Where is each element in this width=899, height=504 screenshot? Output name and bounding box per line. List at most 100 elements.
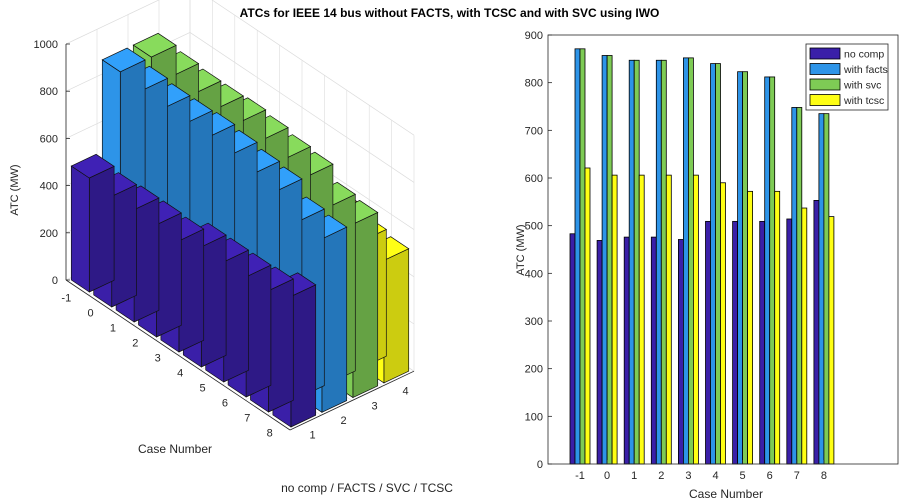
bar-side-face bbox=[268, 278, 294, 413]
x-tick-label: 7 bbox=[244, 413, 250, 425]
y-tick-label: 300 bbox=[525, 316, 543, 328]
legend-box bbox=[805, 43, 889, 111]
legend-swatch bbox=[809, 78, 841, 91]
bar-with-tcsc-3 bbox=[693, 174, 699, 465]
x-tick-label: -1 bbox=[61, 293, 71, 305]
bar-with-facts-7 bbox=[791, 107, 798, 465]
bar-side-face bbox=[178, 228, 205, 353]
bar-with-facts-0 bbox=[601, 55, 608, 465]
bar-no-comp-0 bbox=[596, 240, 603, 465]
z-tick-label: 200 bbox=[40, 228, 58, 240]
bar-with-tcsc--1 bbox=[584, 167, 591, 465]
y-tick-label: 100 bbox=[525, 411, 543, 423]
z-tick-label: 400 bbox=[40, 181, 58, 193]
z-tick-label: 600 bbox=[40, 133, 58, 145]
x-tick-label: 3 bbox=[155, 353, 161, 365]
bar-no-comp-5 bbox=[732, 220, 738, 465]
bar-side-face bbox=[200, 234, 227, 368]
bar-side-face bbox=[383, 248, 410, 384]
y-tick-label: 700 bbox=[525, 125, 543, 137]
bar-side-face bbox=[88, 165, 115, 293]
bar-with-svc-8 bbox=[823, 113, 830, 465]
y-axis-label: ATC (MW) bbox=[515, 224, 527, 275]
legend-swatch bbox=[809, 63, 841, 75]
y-tick-label: 400 bbox=[525, 268, 543, 280]
bar-with-svc-3 bbox=[688, 57, 694, 465]
bar-side-face bbox=[156, 212, 182, 338]
bar-with-svc-2 bbox=[660, 59, 667, 465]
legend: no comp with facts with svc with tcsc bbox=[805, 43, 889, 111]
bar-front-face bbox=[70, 165, 90, 293]
bar3d-no-comp--1 bbox=[70, 153, 115, 293]
bar-side-face bbox=[352, 211, 379, 399]
y-axis-label: no comp / FACTS / SVC / TCSC bbox=[281, 481, 453, 495]
bar-with-tcsc-8 bbox=[828, 216, 835, 465]
bar-with-tcsc-6 bbox=[774, 190, 781, 465]
x-tick-label: 5 bbox=[199, 383, 205, 395]
bar-side-face bbox=[245, 264, 272, 398]
bar-no-comp-1 bbox=[623, 236, 630, 465]
bar-with-facts-6 bbox=[764, 76, 771, 465]
bar-top-face bbox=[132, 32, 177, 58]
bar-with-tcsc-1 bbox=[638, 174, 645, 465]
bar-side-face bbox=[111, 184, 137, 308]
bar-no-comp-8 bbox=[813, 200, 820, 465]
bar-with-svc-4 bbox=[715, 63, 721, 465]
x-tick-label: 1 bbox=[110, 323, 116, 335]
bar-with-facts-4 bbox=[710, 63, 716, 465]
legend-swatch bbox=[809, 94, 841, 106]
bar-with-tcsc-4 bbox=[720, 182, 726, 465]
bar-side-face bbox=[223, 249, 249, 383]
x-tick-label: -1 bbox=[575, 470, 585, 482]
y-tick-label: 2 bbox=[341, 415, 347, 427]
y-tick-label: 900 bbox=[525, 30, 543, 42]
z-gridline bbox=[65, 0, 415, 136]
bar-with-facts--1 bbox=[574, 48, 581, 465]
legend-swatch bbox=[809, 47, 841, 60]
x-tick-label: 6 bbox=[222, 398, 228, 410]
x-tick-label: 5 bbox=[740, 470, 746, 482]
bar-top-face bbox=[101, 47, 146, 73]
bar-with-svc-1 bbox=[633, 59, 640, 465]
y-axis-line bbox=[289, 370, 415, 431]
bar-with-facts-2 bbox=[655, 59, 662, 465]
x-tick-label: 7 bbox=[794, 470, 800, 482]
bar-with-svc-7 bbox=[796, 107, 803, 465]
bar-with-tcsc-5 bbox=[747, 190, 753, 465]
bar-no-comp-4 bbox=[705, 220, 711, 465]
z-tick-label: 0 bbox=[52, 275, 58, 287]
bar-with-svc-6 bbox=[769, 76, 776, 465]
bar-top-face bbox=[70, 153, 115, 179]
y-tick-label: 500 bbox=[525, 221, 543, 233]
plot-frame bbox=[547, 34, 899, 465]
y-tick-label: 600 bbox=[525, 173, 543, 185]
y-tick-label: 1 bbox=[310, 430, 316, 442]
bar-no-comp-7 bbox=[786, 218, 793, 465]
x-tick-label: 3 bbox=[685, 470, 691, 482]
x-tick-label: 8 bbox=[821, 470, 827, 482]
bar-with-svc-0 bbox=[606, 55, 613, 465]
x-tick-label: 0 bbox=[604, 470, 610, 482]
bar-no-comp--1 bbox=[569, 233, 576, 465]
bar-with-tcsc-7 bbox=[801, 207, 808, 465]
x-axis-label: Case Number bbox=[689, 487, 763, 501]
z-tick-label: 1000 bbox=[34, 39, 58, 51]
x-tick-label: 6 bbox=[767, 470, 773, 482]
x-tick-label: 4 bbox=[712, 470, 718, 482]
x-tick-label: 4 bbox=[177, 368, 183, 380]
x-tick-label: 2 bbox=[658, 470, 664, 482]
bar-with-svc-5 bbox=[742, 71, 748, 465]
x-tick-label: 2 bbox=[132, 338, 138, 350]
figure-title: ATCs for IEEE 14 bus without FACTS, with… bbox=[239, 6, 660, 20]
bar-with-facts-8 bbox=[818, 113, 825, 465]
bar-side-face bbox=[290, 284, 317, 428]
y-tick-label: 0 bbox=[537, 459, 543, 471]
x-axis-label: Case Number bbox=[138, 442, 212, 456]
bar-with-facts-1 bbox=[628, 59, 635, 465]
bar-with-tcsc-0 bbox=[611, 174, 618, 465]
x-tick-label: 8 bbox=[267, 428, 273, 440]
bar-no-comp-3 bbox=[678, 239, 684, 465]
y-tick-label: 800 bbox=[525, 78, 543, 90]
bar-no-comp-6 bbox=[759, 220, 766, 465]
